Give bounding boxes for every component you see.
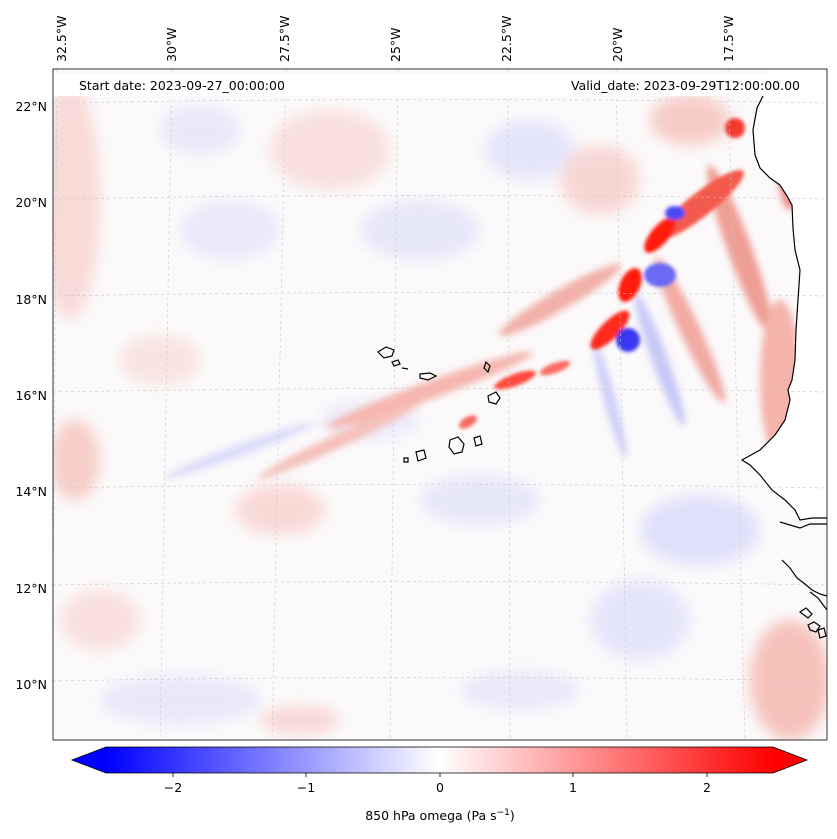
lon-label-27-5w: 27.5°W: [277, 16, 292, 62]
coastline-gambia: [779, 521, 827, 529]
lon-label-22-5w: 22.5°W: [499, 16, 514, 62]
valid-date-label: Valid_date: 2023-09-29T12:00:00.00: [571, 78, 800, 93]
cape-verde-islands: [377, 346, 501, 463]
colorbar-tick-label: 0: [436, 780, 444, 795]
map-background: [53, 69, 827, 740]
lon-label-30w: 30°W: [164, 27, 179, 62]
lat-label-20n: 20°N: [15, 195, 47, 210]
colorbar: −2 −1 0 1 2 850 hPa omega (Pa s−1): [70, 746, 809, 823]
coastline-guinea-bissau: [781, 559, 827, 597]
longitude-labels: 32.5°W 30°W 27.5°W 25°W 22.5°W 20°W 17.5…: [54, 16, 736, 62]
coastline-guinea: [798, 591, 827, 639]
colorbar-outline: [70, 746, 809, 774]
colorbar-ticks: −2 −1 0 1 2: [164, 773, 711, 795]
colorbar-tick-label: −2: [164, 780, 182, 795]
omega-field: [53, 69, 827, 740]
colorbar-label-main: 850 hPa omega (Pa s: [365, 808, 496, 823]
lon-label-25w: 25°W: [388, 27, 403, 62]
latitude-labels: 22°N 20°N 18°N 16°N 14°N 12°N 10°N: [15, 99, 47, 692]
map-panel: Start date: 2023-09-27_00:00:00 Valid_da…: [52, 68, 828, 741]
colorbar-tick-label: 1: [569, 780, 577, 795]
colorbar-label-close: ): [510, 808, 515, 823]
annotation-banner: [53, 74, 808, 96]
lat-label-18n: 18°N: [15, 292, 47, 307]
colorbar-label-exponent: −1: [497, 808, 510, 818]
lon-label-32-5w: 32.5°W: [54, 16, 69, 62]
colorbar-extend-max: [773, 747, 807, 773]
lat-label-10n: 10°N: [15, 677, 47, 692]
colorbar-tick-label: 2: [703, 780, 711, 795]
colorbar-label: 850 hPa omega (Pa s−1): [365, 808, 515, 823]
colorbar-extend-min: [72, 747, 106, 773]
lat-label-16n: 16°N: [15, 388, 47, 403]
lon-label-17-5w: 17.5°W: [721, 16, 736, 62]
lon-label-20w: 20°W: [610, 27, 625, 62]
map-frame: [52, 68, 828, 741]
colorbar-gradient: [106, 747, 773, 773]
land-africa: [742, 69, 827, 520]
colorbar-tick-label: −1: [297, 780, 315, 795]
lat-label-12n: 12°N: [15, 581, 47, 596]
start-date-label: Start date: 2023-09-27_00:00:00: [79, 78, 285, 93]
lat-label-22n: 22°N: [15, 99, 47, 114]
coastlines: [377, 89, 827, 639]
graticule: [53, 69, 827, 740]
coastline-africa: [740, 89, 827, 521]
lat-label-14n: 14°N: [15, 484, 47, 499]
